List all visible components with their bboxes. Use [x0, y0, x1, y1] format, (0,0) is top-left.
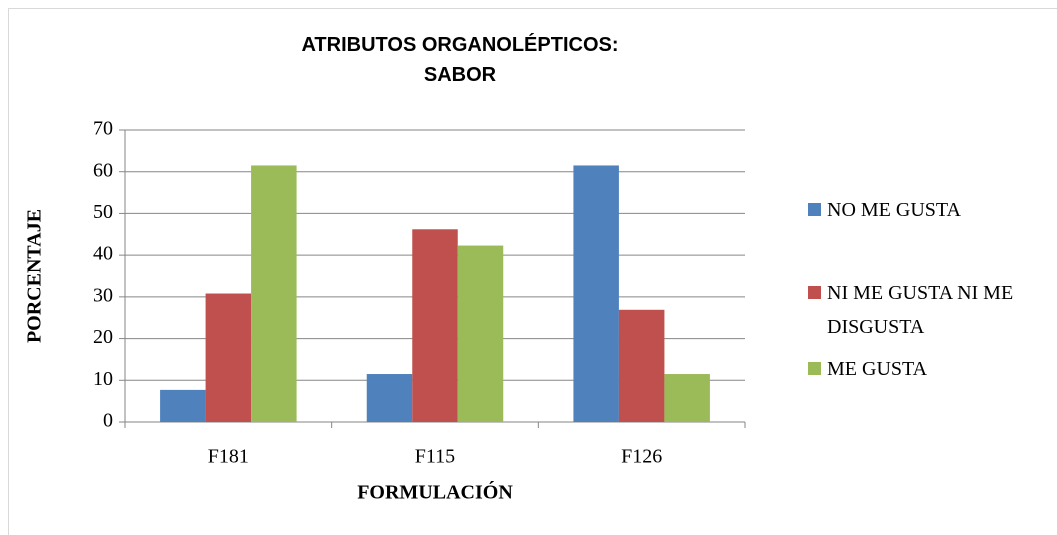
x-tick-label: F126: [621, 446, 662, 468]
bar: [205, 293, 252, 422]
y-tick-label: 50: [93, 201, 113, 223]
legend-swatch: [808, 203, 821, 216]
y-tick-label: 0: [103, 410, 113, 432]
bar: [366, 374, 413, 422]
bar: [664, 374, 710, 422]
bar: [412, 229, 458, 422]
legend-label: NI ME GUSTA NI ME DISGUSTA: [827, 282, 1014, 338]
chart-border: [8, 8, 1057, 535]
legend-label: NO ME GUSTA: [827, 199, 961, 221]
y-axis-label: PORCENTAJE: [24, 209, 46, 343]
bar: [160, 389, 206, 422]
bar: [573, 165, 619, 422]
x-tick-label: F181: [208, 446, 249, 468]
y-tick-label: 10: [93, 368, 113, 390]
y-tick-label: 20: [93, 326, 113, 348]
legend-swatch: [808, 362, 821, 375]
y-tick-label: 60: [93, 159, 113, 181]
legend-swatch: [808, 286, 821, 299]
legend-label: ME GUSTA: [827, 358, 928, 380]
y-tick-label: 40: [93, 243, 113, 265]
chart-title: ATRIBUTOS ORGANOLÉPTICOS: SABOR: [301, 34, 619, 86]
x-tick-label: F115: [415, 446, 455, 468]
bar: [457, 245, 504, 422]
y-tick-label: 30: [93, 284, 113, 306]
y-tick-label: 70: [93, 118, 113, 140]
bar: [251, 165, 297, 422]
x-axis-label: FORMULACIÓN: [357, 480, 513, 504]
bar: [618, 309, 665, 422]
